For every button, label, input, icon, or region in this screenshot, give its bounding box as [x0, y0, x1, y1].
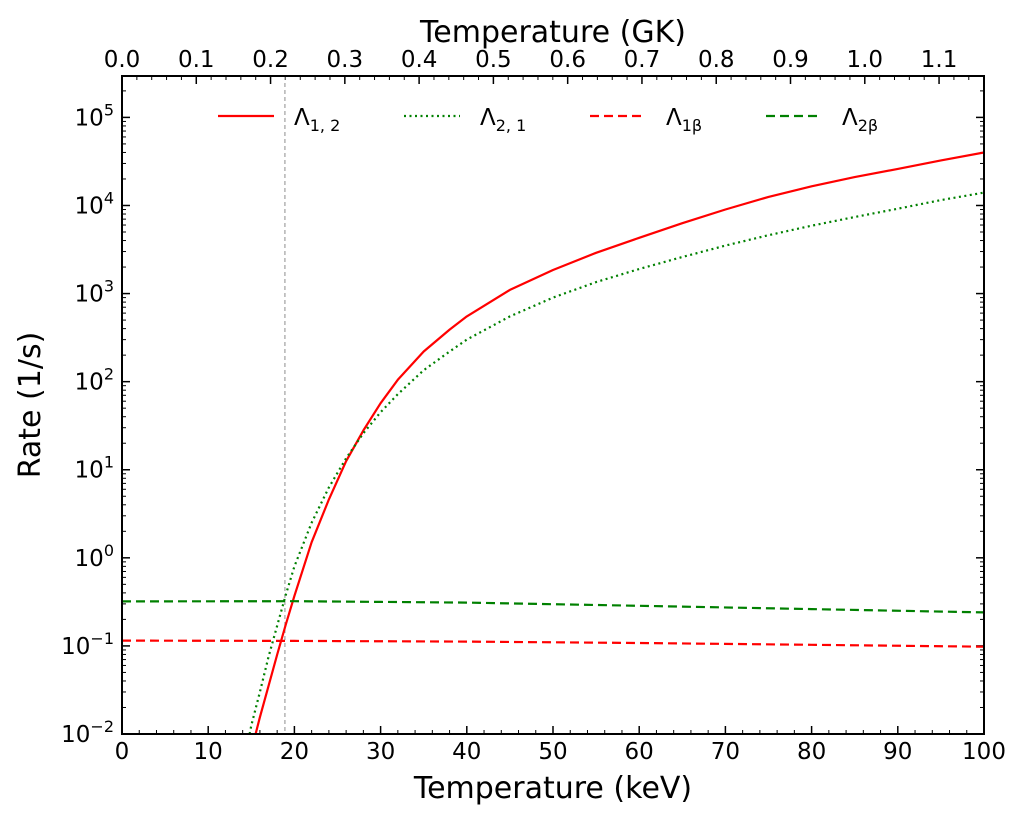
series-line-4 [122, 600, 984, 614]
legend-label-3: Λ1β [666, 105, 702, 135]
series-line-1 [254, 151, 984, 734]
x-tick-label: 40 [452, 739, 481, 765]
top-x-tick-label: 1.1 [921, 47, 958, 73]
series-line-3 [122, 639, 984, 648]
legend: Λ1, 2 Λ2, 1 Λ1β Λ2β [218, 105, 878, 135]
x-tick-label: 80 [797, 739, 826, 765]
y-tick-label: 102 [75, 365, 114, 396]
x-tick-label: 90 [883, 739, 912, 765]
top-x-axis-title: Temperature (GK) [419, 15, 686, 50]
top-x-tick-label: 0.8 [698, 47, 735, 73]
x-tick-label: 100 [962, 739, 1006, 765]
y-tick-label: 101 [75, 453, 114, 484]
y-tick-label: 103 [75, 277, 114, 308]
plot-area [122, 76, 984, 734]
x-tick-label: 70 [711, 739, 740, 765]
top-x-tick-label: 1.0 [846, 47, 883, 73]
y-tick-label: 10−2 [61, 717, 114, 748]
y-tick-label: 105 [75, 100, 114, 131]
y-axis-title: Rate (1/s) [13, 332, 48, 479]
x-tick-label: 10 [194, 739, 223, 765]
y-tick-label: 104 [75, 188, 114, 219]
top-x-tick-label: 0.4 [401, 47, 438, 73]
top-x-tick-label: 0.9 [772, 47, 809, 73]
top-x-tick-label: 0.2 [252, 47, 289, 73]
top-x-tick-label: 0.6 [549, 47, 586, 73]
x-tick-label: 20 [280, 739, 309, 765]
legend-label-2: Λ2, 1 [480, 105, 526, 135]
top-x-tick-label: 0.0 [104, 47, 141, 73]
x-tick-label: 60 [625, 739, 654, 765]
legend-label-4: Λ2β [842, 105, 878, 135]
x-tick-label: 30 [366, 739, 395, 765]
top-x-tick-label: 0.7 [624, 47, 661, 73]
series-line-2 [248, 191, 984, 734]
x-tick-label: 50 [538, 739, 567, 765]
top-x-tick-label: 0.1 [178, 47, 215, 73]
top-x-tick-label: 0.3 [327, 47, 364, 73]
y-tick-label: 10−1 [61, 629, 114, 660]
x-tick-label: 0 [115, 739, 130, 765]
legend-label-1: Λ1, 2 [294, 105, 340, 135]
y-tick-label: 100 [75, 541, 114, 572]
top-x-tick-label: 0.5 [475, 47, 512, 73]
x-axis-title: Temperature (keV) [413, 771, 692, 806]
plot-frame [121, 75, 985, 735]
